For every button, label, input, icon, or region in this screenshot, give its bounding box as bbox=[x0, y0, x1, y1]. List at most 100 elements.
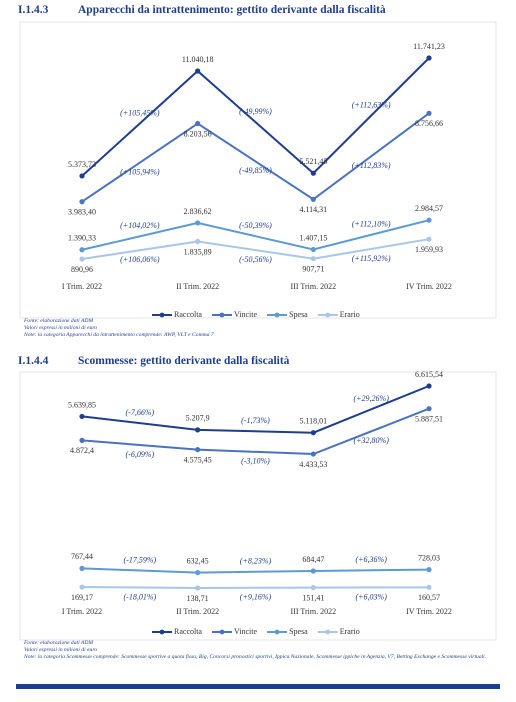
line bbox=[81, 567, 430, 574]
point bbox=[310, 430, 316, 436]
point bbox=[79, 413, 85, 420]
point bbox=[426, 406, 432, 412]
point bbox=[195, 570, 201, 576]
chart: I Trim. 2022 II Trim. 2022 III Trim. 2022 I… bbox=[19, 370, 497, 641]
chart-frame bbox=[19, 371, 497, 641]
point bbox=[310, 170, 316, 176]
point bbox=[195, 427, 201, 433]
point bbox=[79, 584, 85, 590]
point bbox=[310, 568, 316, 574]
change-label: (-17,59%) bbox=[124, 555, 157, 564]
legend-label: Raccolta bbox=[174, 627, 202, 636]
change-label: (+29,26%) bbox=[353, 394, 389, 403]
value-label: 4.872,4 bbox=[70, 446, 94, 455]
point bbox=[310, 256, 316, 262]
point bbox=[195, 585, 201, 591]
x-tick-label: II Trim. 2022 bbox=[176, 607, 219, 616]
value-label: 11.741,23 bbox=[413, 42, 445, 51]
chart-frame bbox=[19, 21, 497, 319]
point bbox=[195, 238, 201, 245]
heading-title: Scommesse: gettito derivante dalla fisca… bbox=[78, 355, 290, 367]
x-tick-label: I Trim. 2022 bbox=[62, 282, 102, 291]
value-label: 8.203,56 bbox=[184, 129, 212, 138]
change-label: (-18,01%) bbox=[124, 592, 157, 601]
legend-marker bbox=[159, 629, 165, 635]
point bbox=[195, 120, 201, 127]
notes: Fonte: elaborazione dati ADM Valori espre… bbox=[24, 318, 494, 339]
x-tick-label: I Trim. 2022 bbox=[62, 607, 102, 616]
change-label: (+105,94%) bbox=[120, 167, 160, 176]
x-tick-label: IV Trim. 2022 bbox=[406, 607, 452, 616]
change-label: (+106,06%) bbox=[120, 255, 160, 264]
line bbox=[81, 407, 430, 456]
point bbox=[426, 567, 432, 573]
line bbox=[81, 385, 430, 434]
note: Valori espressi in milioni di euro bbox=[24, 325, 98, 331]
x-tick-label: III Trim. 2022 bbox=[291, 607, 337, 616]
change-label: (-7,66%) bbox=[126, 408, 155, 417]
point bbox=[79, 256, 85, 262]
heading: I.1.4.3 Apparecchi da intrattenimento: ge… bbox=[18, 4, 386, 16]
point bbox=[79, 173, 85, 179]
legend-label: Raccolta bbox=[174, 310, 202, 319]
point bbox=[310, 585, 316, 591]
change-label: (+32,80%) bbox=[353, 436, 389, 445]
point bbox=[426, 55, 432, 61]
footer-bar bbox=[16, 684, 500, 689]
change-label: (+6,03%) bbox=[355, 592, 387, 601]
point bbox=[79, 565, 85, 571]
point bbox=[426, 383, 432, 389]
point bbox=[426, 217, 432, 223]
point bbox=[195, 68, 201, 74]
point bbox=[310, 196, 316, 202]
legend-marker bbox=[219, 312, 225, 318]
heading-title: Apparecchi da intrattenimento: gettito d… bbox=[78, 4, 386, 16]
legend-label: Spesa bbox=[289, 310, 308, 319]
notes: Fonte: elaborazione dati ADM Valori espre… bbox=[24, 640, 494, 661]
point bbox=[310, 246, 316, 253]
value-label: 4.433,53 bbox=[299, 460, 327, 469]
change-label: (-6,09%) bbox=[126, 450, 155, 459]
point bbox=[79, 437, 85, 443]
legend-label: Erario bbox=[340, 310, 360, 319]
point bbox=[426, 110, 432, 116]
value-label: 160,57 bbox=[418, 593, 440, 602]
line bbox=[81, 586, 430, 590]
change-label: (+9,16%) bbox=[240, 593, 272, 602]
value-label: 4.114,31 bbox=[299, 205, 327, 214]
value-label: 2.984,57 bbox=[415, 204, 443, 213]
point bbox=[195, 447, 201, 453]
value-label: 138,71 bbox=[187, 594, 209, 603]
chart: I Trim. 2022 II Trim. 2022 III Trim. 2022 I… bbox=[19, 21, 497, 319]
value-label: 1.835,89 bbox=[184, 247, 212, 256]
note: Fonte: elaborazione dati ADM bbox=[24, 640, 94, 646]
change-label: (-50,39%) bbox=[239, 221, 272, 230]
note: Valori espressi in milioni di euro bbox=[24, 647, 98, 653]
legend-marker bbox=[219, 629, 225, 635]
legend-marker bbox=[159, 312, 165, 318]
heading: I.1.4.4 Scommesse: gettito derivante dall… bbox=[18, 355, 289, 367]
change-label: (+115,92%) bbox=[352, 254, 391, 263]
x-tick-label: III Trim. 2022 bbox=[291, 282, 337, 291]
x-tick-label: II Trim. 2022 bbox=[176, 282, 219, 291]
note: Fonte: elaborazione dati ADM bbox=[24, 318, 94, 324]
value-label: 2.836,62 bbox=[184, 207, 212, 216]
x-tick-label: IV Trim. 2022 bbox=[406, 282, 452, 291]
value-label: 169,17 bbox=[71, 593, 93, 602]
line bbox=[81, 219, 430, 251]
value-label: 5.887,51 bbox=[415, 415, 443, 424]
value-label: 684,47 bbox=[302, 555, 324, 564]
value-label: 151,41 bbox=[302, 593, 324, 602]
line bbox=[81, 57, 430, 177]
point bbox=[79, 199, 85, 205]
point bbox=[195, 220, 201, 226]
change-label: (+112,63%) bbox=[352, 100, 391, 109]
legend-label: Vincite bbox=[234, 627, 258, 636]
value-label: 728,03 bbox=[418, 553, 440, 562]
value-label: 3.983,40 bbox=[68, 208, 96, 217]
change-label: (+8,23%) bbox=[240, 557, 272, 566]
value-label: 5.521,45 bbox=[299, 157, 327, 166]
change-label: (+104,02%) bbox=[120, 221, 160, 230]
point bbox=[79, 247, 85, 253]
